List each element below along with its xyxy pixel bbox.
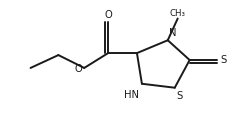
Text: O: O xyxy=(104,10,112,20)
Text: O: O xyxy=(75,64,82,74)
Text: S: S xyxy=(177,91,183,101)
Text: CH₃: CH₃ xyxy=(170,8,186,18)
Text: S: S xyxy=(220,55,227,65)
Text: HN: HN xyxy=(124,90,139,100)
Text: N: N xyxy=(169,28,176,38)
